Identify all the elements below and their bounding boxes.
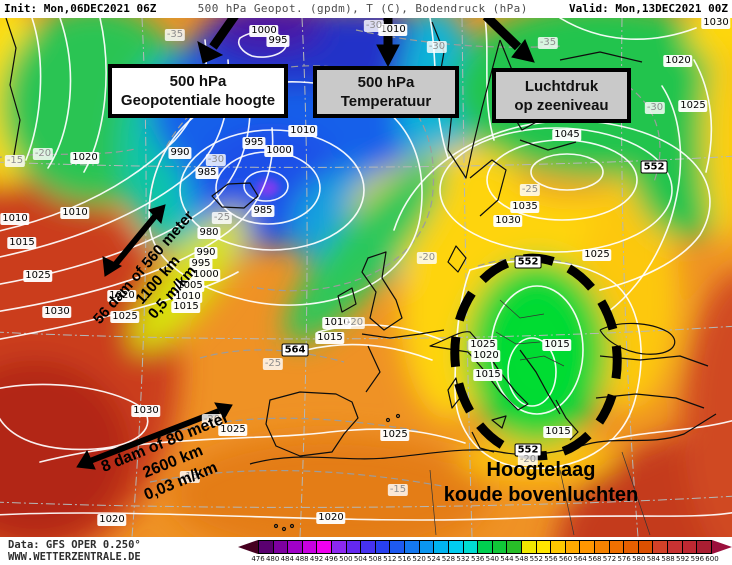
colorbar-segment: [332, 541, 347, 553]
colorbar-segment: [580, 541, 596, 553]
callout-line: Temperatuur: [340, 93, 432, 110]
colorbar-tick: 584: [646, 555, 661, 563]
colorbar-right-arrow-icon: [712, 540, 732, 554]
colorbar-tick: 572: [602, 555, 617, 563]
colorbar-segment: [565, 541, 581, 553]
colorbar-tick: 504: [353, 555, 368, 563]
colorbar-segment: [273, 541, 289, 553]
upper-low-label-line: koude bovenluchten: [443, 484, 639, 506]
lat-lon-graticule: [0, 18, 732, 537]
colorbar-tick: 568: [588, 555, 602, 563]
colorbar-segment: [434, 541, 449, 553]
colorbar-segment: [405, 541, 420, 553]
country-borders: [429, 299, 651, 536]
colorbar-tick: 564: [573, 555, 587, 563]
colorbar-tick: 496: [324, 555, 338, 563]
callout-line: 500 hPa: [357, 74, 415, 91]
colorbar-segment: [609, 541, 625, 553]
colorbar-segment: [595, 541, 610, 553]
colorbar-left-arrow-icon: [238, 540, 258, 554]
colorbar-tick: 488: [295, 555, 309, 563]
init-time: Init: Mon,06DEC2021 06Z: [4, 2, 157, 15]
colorbar-tick: 512: [383, 555, 397, 563]
colorbar-segment: [521, 541, 537, 553]
callout-line: 500 hPa: [169, 73, 227, 90]
colorbar-tick: 576: [617, 555, 631, 563]
footer-credits: Data: GFS OPER 0.250° WWW.WETTERZENTRALE…: [8, 539, 141, 563]
colorbar-tick: 596: [690, 555, 705, 563]
colorbar-segment: [361, 541, 376, 553]
callout-geopotential-height: 500 hPa Geopotentiale hoogte: [108, 64, 288, 118]
colorbar-tick: 484: [280, 555, 294, 563]
colorbar-tick: 480: [265, 555, 280, 563]
colorbar-tick: 536: [470, 555, 485, 563]
colorbar-segment: [478, 541, 493, 553]
valid-time: Valid: Mon,13DEC2021 00Z: [569, 2, 728, 15]
colorbar-tick: 552: [529, 555, 543, 563]
colorbar-tick: 508: [368, 555, 382, 563]
colorbar-segment: [463, 541, 479, 553]
upper-low-label-line: Hoogtelaag: [486, 459, 596, 481]
colorbar-tick: 540: [485, 555, 499, 563]
map-header: Init: Mon,06DEC2021 06Z 500 hPa Geopot. …: [0, 0, 732, 18]
colorbar-tick: 500: [339, 555, 353, 563]
colorbar-segment: [682, 541, 698, 553]
colorbar-tick: 592: [676, 555, 690, 563]
colorbar-segment: [551, 541, 566, 553]
callout-temperature: 500 hPa Temperatuur: [313, 66, 459, 118]
colorbar-tick: 556: [544, 555, 558, 563]
colorbar-tick: 524: [427, 555, 441, 563]
colorbar-segment: [507, 541, 522, 553]
colorbar-tick: 580: [632, 555, 646, 563]
colorbar-segment: [390, 541, 406, 553]
website-url: WWW.WETTERZENTRALE.DE: [8, 551, 141, 563]
colorbar-tick: 516: [397, 555, 412, 563]
colorbar-segment: [638, 541, 654, 553]
callout-line: Luchtdruk: [524, 77, 599, 95]
colorbar-segments: [258, 540, 712, 554]
colorbar-tick: 528: [441, 555, 456, 563]
callout-line: Geopotentiale hoogte: [120, 92, 276, 109]
callout-sea-level-pressure: Luchtdruk op zeeniveau: [492, 68, 631, 123]
colorbar-segment: [317, 541, 333, 553]
colorbar-segment: [259, 541, 274, 553]
colorbar-segment: [697, 541, 711, 553]
colorbar-tick: 532: [456, 555, 470, 563]
colorbar-segment: [375, 541, 391, 553]
colorbar-tick: 548: [514, 555, 529, 563]
colorbar-tick: 588: [661, 555, 675, 563]
colorbar-tick: 600: [705, 555, 719, 563]
colorbar-segment: [302, 541, 318, 553]
colorbar-segment: [536, 541, 552, 553]
colorbar-segment: [668, 541, 683, 553]
colorbar-tick: 544: [500, 555, 514, 563]
colorbar-segment: [346, 541, 362, 553]
colorbar-segment: [288, 541, 303, 553]
map-footer: Data: GFS OPER 0.250° WWW.WETTERZENTRALE…: [0, 537, 732, 565]
upper-low-label: Hoogtelaag koude bovenluchten: [444, 458, 638, 508]
colorbar-segment: [653, 541, 669, 553]
colorbar-segment: [419, 541, 435, 553]
colorbar-tick: 560: [558, 555, 573, 563]
colorbar-segment: [492, 541, 508, 553]
callout-line: op zeeniveau: [514, 96, 609, 114]
data-source: Data: GFS OPER 0.250°: [8, 539, 141, 551]
gradient-arrows: [76, 204, 233, 470]
geopotential-colorbar: 476 480 484 488 492 496 500 504 508 512 516 520 524 5…: [238, 540, 732, 564]
colorbar-tick: 520: [412, 555, 426, 563]
colorbar-ticks: 476 480 484 488 492 496 500 504 508 512 516 520 524 5…: [238, 555, 732, 564]
colorbar-tick: 476: [251, 555, 265, 563]
colorbar-segment: [624, 541, 639, 553]
map-title: 500 hPa Geopot. (gpdm), T (C), Bodendruc…: [197, 2, 528, 15]
colorbar-tick: 492: [309, 555, 324, 563]
callout-arrows: [197, 18, 535, 68]
colorbar-segment: [448, 541, 464, 553]
